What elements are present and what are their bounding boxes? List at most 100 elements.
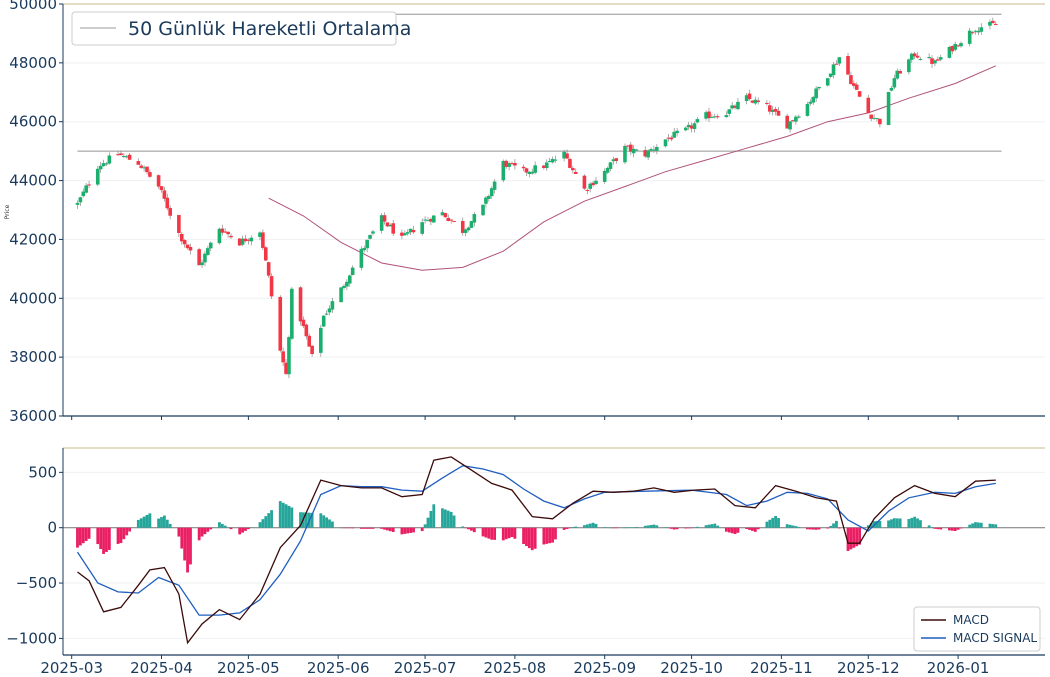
x-tick-label: 2025-10	[660, 659, 723, 677]
candle-down	[571, 168, 575, 171]
candle-down	[263, 247, 268, 261]
histogram-bar-positive	[218, 522, 221, 528]
histogram-bar-positive	[794, 526, 798, 528]
candle-down	[168, 208, 172, 216]
histogram-bar-positive	[707, 524, 711, 528]
histogram-bar-negative	[102, 527, 105, 554]
histogram-bar-positive	[693, 527, 696, 528]
histogram-bar-positive	[785, 524, 789, 528]
candle-up	[895, 70, 900, 79]
candle-up	[892, 78, 897, 88]
histogram-bar-positive	[325, 517, 329, 528]
candle-up	[672, 131, 677, 138]
histogram-bar-negative	[733, 527, 737, 535]
candle-up	[562, 151, 566, 159]
candle-down	[866, 97, 871, 114]
histogram-bar-positive	[310, 512, 314, 528]
candle-down	[159, 186, 164, 191]
candle-down	[165, 197, 170, 209]
candle-up	[81, 191, 86, 197]
histogram-bar-positive	[588, 523, 592, 528]
histogram-bar-positive	[887, 520, 890, 528]
histogram-bar-negative	[808, 527, 812, 530]
histogram-bar-positive	[299, 512, 302, 528]
candle-down	[127, 154, 132, 160]
histogram-bar-positive	[771, 517, 775, 528]
candle-down	[119, 153, 123, 156]
candle-up	[770, 109, 775, 112]
candle-up	[794, 116, 798, 122]
histogram-bar-positive	[223, 525, 227, 528]
price-y-tick-label: 42000	[9, 230, 57, 248]
histogram-bar-positive	[878, 520, 882, 528]
candle-up	[875, 118, 879, 120]
histogram-bar-negative	[690, 527, 693, 529]
histogram-bar-negative	[727, 527, 731, 533]
candle-up	[907, 59, 911, 73]
histogram-bar-negative	[956, 527, 960, 530]
candle-up	[695, 119, 700, 123]
candle-down	[452, 220, 456, 222]
candle-up	[124, 156, 129, 158]
candle-up	[649, 149, 653, 151]
candle-up	[808, 101, 813, 104]
histogram-bar-negative	[507, 527, 511, 539]
histogram-bar-negative	[365, 527, 369, 529]
candle-down	[278, 296, 283, 351]
histogram-bar-positive	[142, 516, 146, 528]
histogram-bar-positive	[632, 527, 636, 528]
candle-down	[237, 238, 242, 246]
candle-down	[733, 105, 737, 108]
candle-up	[988, 21, 992, 26]
histogram-bar-negative	[513, 527, 517, 539]
candle-down	[284, 362, 288, 374]
histogram-bar-positive	[652, 524, 656, 528]
histogram-bar-negative	[342, 527, 346, 529]
histogram-bar-negative	[684, 527, 688, 529]
histogram-bar-positive	[898, 518, 902, 528]
candle-down	[162, 190, 167, 199]
histogram-bar-positive	[829, 525, 833, 528]
histogram-bar-negative	[953, 527, 957, 532]
histogram-bar-positive	[583, 525, 586, 528]
candle-down	[460, 220, 465, 233]
candle-down	[950, 45, 955, 52]
candle-down	[591, 182, 595, 186]
candle-up	[744, 95, 749, 102]
candle-up	[727, 109, 732, 114]
macd-axes: −1000 −500 0 500 2025-03 2025-04 2025-05 2025-0…	[6, 448, 1045, 677]
candle-up	[203, 253, 207, 263]
candle-up	[753, 99, 758, 104]
histogram-bar-negative	[855, 527, 859, 547]
histogram-bar-negative	[501, 527, 505, 541]
histogram-bar-positive	[976, 522, 980, 528]
histogram-bar-negative	[950, 527, 954, 531]
candle-down	[156, 175, 161, 187]
candle-up	[736, 101, 740, 110]
candle-down	[400, 232, 404, 236]
histogram-bar-negative	[936, 527, 940, 530]
candle-up	[98, 165, 103, 170]
candle-up	[379, 215, 384, 231]
candle-up	[324, 313, 329, 315]
candle-up	[959, 43, 963, 47]
histogram-bar-positive	[258, 522, 262, 528]
histogram-bar-positive	[649, 524, 653, 528]
candle-down	[307, 335, 312, 347]
histogram-bar-positive	[319, 513, 323, 528]
candle-down	[878, 118, 882, 125]
candle-up	[663, 139, 668, 147]
candle-up	[501, 160, 506, 181]
histogram-bar-positive	[270, 510, 273, 528]
histogram-bar-positive	[968, 524, 972, 528]
candle-down	[834, 63, 839, 65]
candle-down	[197, 249, 201, 266]
candle-down	[707, 111, 711, 119]
histogram-bar-positive	[788, 524, 792, 528]
macd-lines	[76, 456, 996, 645]
candle-down	[936, 59, 940, 61]
histogram-bar-positive	[571, 527, 575, 528]
candle-down	[246, 239, 251, 241]
histogram-bar-positive	[594, 523, 598, 528]
candle-up	[472, 214, 477, 223]
